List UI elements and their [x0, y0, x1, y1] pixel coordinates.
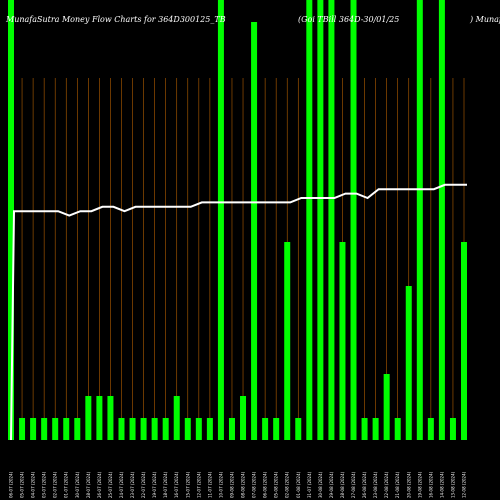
- x-tick-label: 30-08 (2024): [318, 471, 323, 498]
- x-tick-label: 22-07 (2024): [141, 471, 146, 498]
- money-flow-line: [10, 183, 467, 441]
- bar: [151, 418, 158, 440]
- bar: [184, 418, 191, 440]
- bar: [295, 418, 302, 440]
- x-tick-label: 02-07 (2024): [53, 471, 58, 498]
- bar: [63, 418, 70, 440]
- bar: [372, 418, 379, 440]
- x-tick-label: 08-08 (2024): [241, 471, 246, 498]
- x-tick-label: 12-07 (2024): [196, 471, 201, 498]
- bar: [206, 418, 213, 440]
- x-tick-label: 29-08 (2024): [329, 471, 334, 498]
- x-tick-label: 01-07 (2024): [64, 471, 69, 498]
- x-tick-label: 03-07 (2024): [42, 471, 47, 498]
- bar: [162, 418, 169, 440]
- bar: [85, 396, 92, 440]
- x-tick-label: 19-08 (2024): [417, 471, 422, 498]
- x-tick-label: 25-07 (2024): [108, 471, 113, 498]
- bar: [96, 396, 103, 440]
- x-tick-label: 19-07 (2024): [152, 471, 157, 498]
- bar: [394, 418, 401, 440]
- x-tick-label: 31-07 (2024): [307, 471, 312, 498]
- bar: [140, 418, 147, 440]
- bar: [449, 418, 456, 440]
- bar: [195, 418, 202, 440]
- grid-layer: [10, 78, 465, 440]
- x-tick-label: 22-08 (2024): [384, 471, 389, 498]
- bar: [328, 0, 335, 440]
- bar: [129, 418, 136, 440]
- line-layer: [10, 183, 467, 441]
- x-tick-label: 23-07 (2024): [130, 471, 135, 498]
- bar: [251, 22, 258, 440]
- bar: [19, 418, 26, 440]
- bar: [262, 418, 269, 440]
- bar: [217, 0, 224, 440]
- bar-layer: [8, 0, 467, 440]
- chart-title: MunafaSutra Money Flow Charts for 364D30…: [5, 15, 226, 24]
- x-tick-label: 18-07 (2024): [163, 471, 168, 498]
- x-tick-label: 11-07 (2024): [207, 471, 212, 498]
- x-tick-label: 26-08 (2024): [362, 471, 367, 498]
- x-tick-label: 05-07 (2024): [20, 471, 25, 498]
- bar: [306, 0, 313, 440]
- x-tick-label: 27-08 (2024): [351, 471, 356, 498]
- bar: [461, 242, 467, 440]
- x-tick-label: 07-08 (2024): [252, 471, 257, 498]
- x-tick-label: 28-08 (2024): [340, 471, 345, 498]
- chart-title-suffix: ) Munafa: [469, 15, 500, 24]
- bar: [416, 0, 423, 440]
- x-tick-label: 13-08 (2024): [450, 471, 455, 498]
- tick-layer: 06-07 (2024) 05-07 (2024) 04-07 (2024) 03-0…: [9, 471, 467, 498]
- bar: [52, 418, 59, 440]
- bar: [30, 418, 37, 440]
- x-tick-label: 21-08 (2024): [395, 471, 400, 498]
- x-tick-label: 02-08 (2024): [285, 471, 290, 498]
- x-tick-label: 06-07 (2024): [9, 471, 14, 498]
- x-tick-label: 16-07 (2024): [174, 471, 179, 498]
- bar: [405, 286, 412, 440]
- x-tick-label: 30-07 (2024): [75, 471, 80, 498]
- x-tick-label: 26-07 (2024): [97, 471, 102, 498]
- x-tick-label: 01-08 (2024): [296, 471, 301, 498]
- x-tick-label: 15-07 (2024): [185, 471, 190, 498]
- bar: [427, 418, 434, 440]
- bar: [339, 242, 346, 440]
- bar: [8, 0, 14, 440]
- x-tick-label: 24-07 (2024): [119, 471, 124, 498]
- bar: [273, 418, 280, 440]
- x-tick-label: 16-08 (2024): [428, 471, 433, 498]
- bar: [228, 418, 235, 440]
- bar: [438, 0, 445, 440]
- bar: [361, 418, 368, 440]
- bar: [173, 396, 180, 440]
- bar: [118, 418, 125, 440]
- x-tick-label: 05-08 (2024): [274, 471, 279, 498]
- x-tick-label: 23-08 (2024): [373, 471, 378, 498]
- bar: [107, 396, 114, 440]
- bar: [383, 374, 390, 440]
- x-tick-label: 10-07 (2024): [218, 471, 223, 498]
- x-tick-label: 28-07 (2024): [86, 471, 91, 498]
- x-tick-label: 04-07 (2024): [31, 471, 36, 498]
- bar: [350, 0, 357, 440]
- x-tick-label: 14-08 (2024): [439, 471, 444, 498]
- x-tick-label: 09-08 (2024): [229, 471, 234, 498]
- bar: [284, 242, 291, 440]
- bar: [240, 396, 247, 440]
- bar: [317, 0, 324, 440]
- x-tick-label: 06-08 (2024): [263, 471, 268, 498]
- bar: [74, 418, 81, 440]
- bar: [41, 418, 48, 440]
- x-tick-label: 12-08 (2024): [462, 471, 467, 498]
- chart-subtitle: (Goi TBill 364D-30/01/25: [298, 15, 399, 24]
- x-tick-label: 20-08 (2024): [406, 471, 411, 498]
